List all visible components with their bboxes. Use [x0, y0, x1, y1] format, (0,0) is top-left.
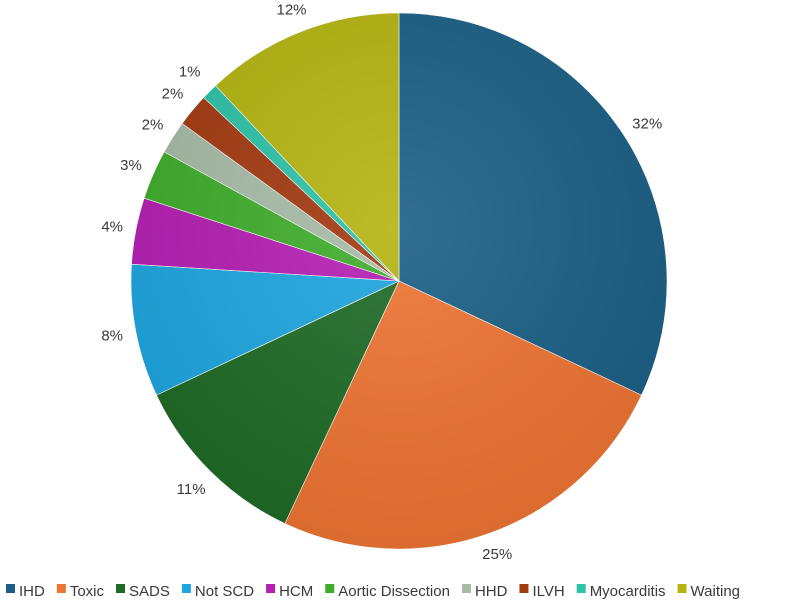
legend-label-waiting: Waiting [691, 583, 740, 600]
legend-swatch-sads [116, 584, 126, 593]
data-label-hcm: 4% [101, 218, 123, 235]
legend-swatch-ihd [6, 584, 15, 593]
legend-swatch-waiting [677, 584, 687, 593]
legend-swatch-hcm [266, 584, 276, 593]
legend-swatch-ilvh [519, 584, 529, 593]
legend-label-ilvh: ILVH [532, 583, 564, 600]
data-label-sads: 11% [177, 481, 206, 498]
legend-label-ihd: IHD [19, 583, 45, 600]
legend-item-sads: SADS [116, 583, 170, 600]
legend-item-hhd: HHD [461, 583, 508, 600]
legend-item-ihd: IHD [6, 583, 45, 600]
legend-label-not-scd: Not SCD [195, 583, 254, 600]
data-label-myocarditis: 1% [179, 64, 201, 81]
data-label-toxic: 25% [482, 546, 512, 563]
legend-label-myocarditis: Myocarditis [590, 583, 666, 600]
legend-item-not-scd: Not SCD [181, 583, 254, 600]
data-label-aortic-dissection: 3% [120, 157, 142, 174]
legend-label-aortic-dissection: Aortic Dissection [338, 583, 450, 600]
data-label-hhd: 2% [142, 117, 164, 134]
legend-item-myocarditis: Myocarditis [576, 583, 666, 600]
data-label-not-scd: 8% [101, 328, 123, 345]
legend-label-hhd: HHD [475, 583, 508, 600]
legend-swatch-myocarditis [576, 584, 586, 593]
legend: IHD Toxic SADS Not SCD HCM Aortic Dissection H… [6, 583, 740, 600]
legend-label-hcm: HCM [279, 583, 313, 600]
data-label-ihd: 32% [632, 116, 662, 133]
legend-swatch-hhd [461, 584, 471, 593]
pie-slices [130, 12, 668, 550]
legend-label-toxic: Toxic [70, 583, 105, 600]
legend-item-aortic-dissection: Aortic Dissection [325, 583, 450, 600]
legend-item-toxic: Toxic [56, 583, 105, 600]
legend-swatch-not-scd [181, 584, 191, 593]
data-label-waiting: 12% [276, 2, 306, 19]
legend-item-hcm: HCM [266, 583, 313, 600]
data-label-ilvh: 2% [162, 86, 184, 103]
legend-swatch-toxic [56, 584, 66, 593]
legend-item-ilvh: ILVH [519, 583, 565, 600]
legend-item-waiting: Waiting [677, 583, 740, 600]
legend-swatch-aortic-dissection [325, 584, 335, 593]
legend-label-sads: SADS [129, 583, 170, 600]
data-labels: 32% 25% 11% 8% 4% 3% 2% 2% 1% 12% [101, 2, 662, 563]
